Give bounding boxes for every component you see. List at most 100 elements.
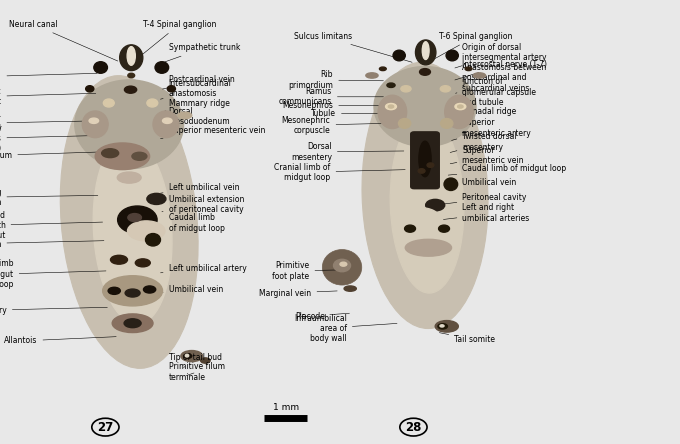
Ellipse shape: [388, 105, 394, 108]
Ellipse shape: [390, 115, 464, 293]
Text: Caudal limb
of midgut loop: Caudal limb of midgut loop: [160, 213, 224, 233]
Ellipse shape: [103, 99, 114, 107]
Ellipse shape: [147, 99, 158, 107]
Text: Gonadal ridge: Gonadal ridge: [453, 107, 517, 126]
Ellipse shape: [110, 255, 127, 264]
Text: Umbilical vein: Umbilical vein: [446, 178, 517, 188]
Ellipse shape: [400, 208, 439, 228]
Ellipse shape: [427, 163, 434, 167]
Ellipse shape: [362, 62, 488, 329]
Ellipse shape: [153, 111, 179, 138]
Ellipse shape: [440, 325, 444, 327]
Ellipse shape: [379, 67, 386, 71]
Text: Sympathetic trunk: Sympathetic trunk: [160, 44, 240, 63]
Ellipse shape: [61, 75, 198, 369]
Ellipse shape: [102, 149, 118, 158]
Ellipse shape: [398, 119, 411, 128]
Ellipse shape: [143, 286, 156, 293]
Text: Cranial limb
of midgut
loop: Cranial limb of midgut loop: [0, 259, 106, 289]
Ellipse shape: [120, 45, 143, 71]
Ellipse shape: [178, 112, 192, 119]
Ellipse shape: [75, 80, 184, 169]
Ellipse shape: [167, 86, 175, 92]
Text: Involuting
right umbilical vein: Involuting right umbilical vein: [0, 188, 98, 207]
Text: Sulcus limitans: Sulcus limitans: [294, 32, 412, 62]
Text: Junction of
glomerular capsule
and tubule: Junction of glomerular capsule and tubul…: [454, 77, 537, 109]
Text: Placode: Placode: [295, 312, 350, 321]
Ellipse shape: [435, 321, 458, 332]
Text: Mesonephric
corpuscle: Mesonephric corpuscle: [282, 115, 381, 135]
Ellipse shape: [94, 62, 107, 73]
Ellipse shape: [473, 73, 486, 78]
Ellipse shape: [146, 234, 160, 246]
Text: Right umbilical artery: Right umbilical artery: [0, 306, 107, 315]
Text: Left umbilical artery: Left umbilical artery: [160, 264, 246, 273]
Ellipse shape: [125, 289, 140, 297]
Ellipse shape: [344, 286, 356, 291]
Ellipse shape: [184, 354, 192, 358]
Text: Dorsal
aorta: Dorsal aorta: [0, 67, 97, 86]
Ellipse shape: [374, 67, 476, 147]
Ellipse shape: [378, 95, 407, 129]
Text: Superior mesenteric vein: Superior mesenteric vein: [0, 240, 104, 249]
Ellipse shape: [163, 118, 172, 123]
Text: Superior
mesenteric artery: Superior mesenteric artery: [0, 114, 98, 133]
Text: Tubule: Tubule: [311, 109, 383, 118]
Text: 28: 28: [405, 420, 422, 434]
Ellipse shape: [118, 206, 157, 234]
Ellipse shape: [340, 262, 347, 266]
Text: Left and right
umbilical arteries: Left and right umbilical arteries: [443, 203, 530, 223]
Ellipse shape: [108, 287, 120, 294]
Text: Allantois: Allantois: [4, 337, 116, 345]
Ellipse shape: [103, 276, 163, 306]
Text: Dorsal
mesentery: Dorsal mesentery: [291, 142, 404, 162]
Ellipse shape: [366, 73, 378, 78]
Text: Primitive
foot plate: Primitive foot plate: [272, 261, 336, 281]
Ellipse shape: [418, 169, 425, 173]
Text: Left umbilical vein: Left umbilical vein: [160, 183, 239, 193]
Text: Twisted dorsal
mesentery: Twisted dorsal mesentery: [450, 132, 517, 152]
Text: Intersubcardinal
anastomosis: Intersubcardinal anastomosis: [160, 79, 231, 99]
Text: Origin of dorsal
intersegmental artery: Origin of dorsal intersegmental artery: [455, 43, 547, 68]
Ellipse shape: [86, 86, 94, 92]
Ellipse shape: [438, 324, 447, 329]
Text: Marginal vein: Marginal vein: [259, 289, 337, 297]
Text: Umbilical vein: Umbilical vein: [159, 285, 223, 294]
Text: Dorsal
mesoduodenum: Dorsal mesoduodenum: [162, 107, 231, 126]
Ellipse shape: [415, 40, 436, 65]
Ellipse shape: [420, 69, 430, 75]
Ellipse shape: [82, 111, 108, 138]
Ellipse shape: [112, 314, 153, 333]
Ellipse shape: [405, 239, 452, 256]
Ellipse shape: [117, 172, 141, 183]
Text: Mesonephric
duct: Mesonephric duct: [0, 87, 96, 107]
Text: Caudal limb of midgut loop: Caudal limb of midgut loop: [448, 164, 566, 175]
Text: Superior
mesenteric artery: Superior mesenteric artery: [452, 118, 531, 140]
Text: Neural canal: Neural canal: [9, 20, 118, 61]
Ellipse shape: [445, 95, 473, 129]
Text: Peritoneal cavity: Peritoneal cavity: [445, 193, 527, 204]
Ellipse shape: [201, 358, 210, 363]
Ellipse shape: [128, 73, 135, 78]
Ellipse shape: [422, 42, 429, 59]
Text: Mammary ridge: Mammary ridge: [165, 99, 230, 111]
Ellipse shape: [147, 194, 166, 204]
Ellipse shape: [393, 50, 405, 61]
Text: Cranial limb of
midgut loop: Cranial limb of midgut loop: [274, 163, 405, 182]
Ellipse shape: [181, 351, 203, 361]
Ellipse shape: [334, 259, 351, 272]
Ellipse shape: [135, 259, 150, 267]
Ellipse shape: [426, 199, 445, 211]
Text: Tail somite: Tail somite: [439, 333, 495, 344]
Text: Umbilical extension
of peritoneal cavity: Umbilical extension of peritoneal cavity: [162, 194, 244, 214]
Ellipse shape: [419, 141, 431, 177]
Ellipse shape: [124, 86, 137, 93]
Text: T-6 Spinal ganglion: T-6 Spinal ganglion: [431, 32, 512, 61]
Ellipse shape: [444, 178, 458, 190]
Ellipse shape: [455, 103, 466, 110]
Ellipse shape: [89, 118, 99, 123]
Text: Anastomosis between
postcardinal and
subcardinal veins: Anastomosis between postcardinal and sub…: [456, 63, 547, 93]
Text: Intercostal nerve (T-7): Intercostal nerve (T-7): [455, 60, 547, 80]
Ellipse shape: [465, 67, 472, 71]
Text: Superior mesenteric vein: Superior mesenteric vein: [160, 126, 265, 139]
